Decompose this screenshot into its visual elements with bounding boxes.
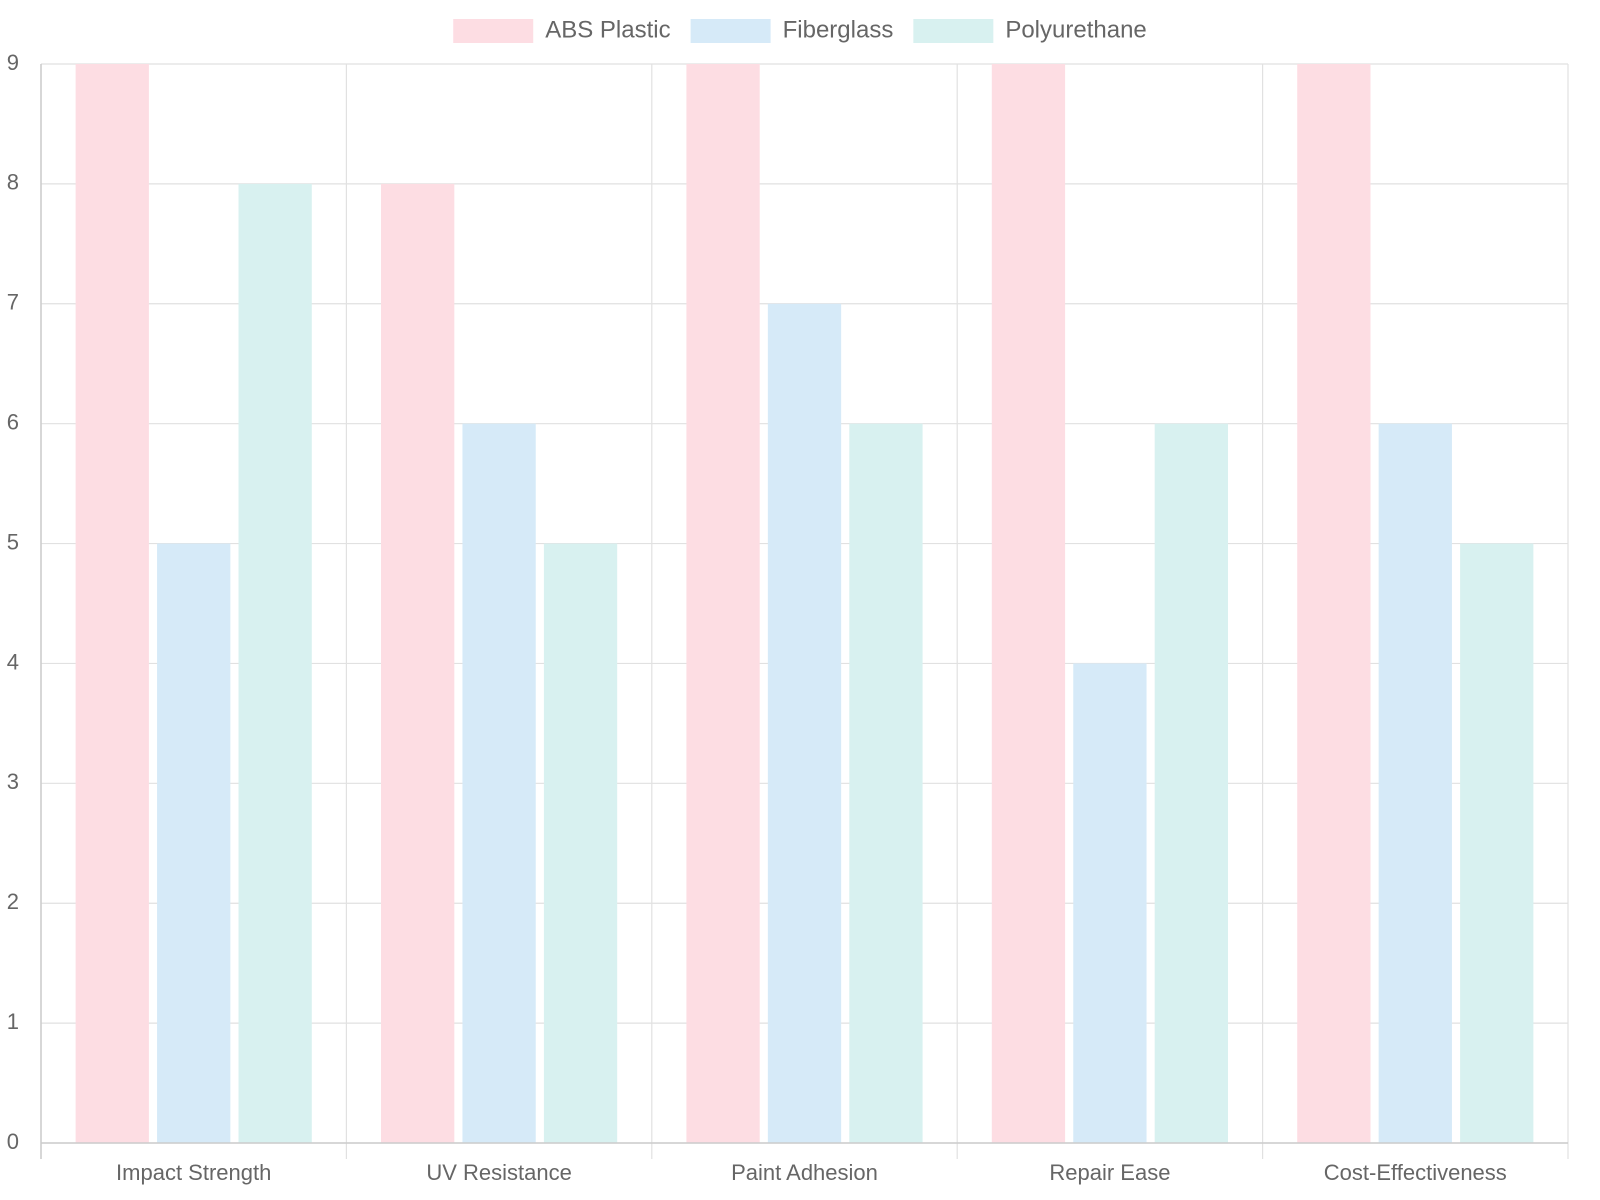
bar-fiberglass-repair-ease: [1073, 663, 1147, 1143]
bar-abs-plastic-cost-effectiveness: [1297, 64, 1371, 1143]
bar-fiberglass-paint-adhesion: [767, 303, 842, 1143]
legend-swatch: [453, 19, 534, 43]
bar-abs-plastic-paint-adhesion: [686, 64, 760, 1143]
bars: [75, 64, 1534, 1144]
y-tick-label: 0: [7, 1129, 19, 1154]
y-tick-label: 3: [7, 769, 19, 794]
legend-item-abs-plastic[interactable]: ABS Plastic: [453, 16, 671, 43]
legend-item-fiberglass[interactable]: Fiberglass: [690, 16, 894, 43]
legend-label: ABS Plastic: [545, 16, 670, 43]
bar-abs-plastic-repair-ease: [991, 64, 1066, 1143]
bar-fiberglass-cost-effectiveness: [1378, 423, 1452, 1144]
legend-label: Polyurethane: [1005, 16, 1146, 43]
legend-swatch: [913, 19, 994, 43]
y-tick-label: 6: [7, 409, 19, 434]
y-tick-label: 8: [7, 170, 19, 195]
y-tick-label: 1: [7, 1009, 19, 1034]
y-tick-label: 7: [7, 290, 19, 315]
legend-label: Fiberglass: [783, 16, 894, 43]
x-tick-label: UV Resistance: [426, 1160, 572, 1185]
legend-swatch: [690, 19, 771, 43]
x-tick-label: Cost-Effectiveness: [1324, 1160, 1507, 1185]
bar-fiberglass-uv-resistance: [462, 423, 536, 1144]
bar-polyurethane-cost-effectiveness: [1460, 543, 1534, 1143]
x-tick-label: Paint Adhesion: [731, 1160, 878, 1185]
bar-polyurethane-uv-resistance: [543, 543, 618, 1143]
bar-abs-plastic-uv-resistance: [381, 183, 455, 1143]
y-tick-label: 2: [7, 889, 19, 914]
bar-abs-plastic-impact-strength: [75, 64, 149, 1143]
x-tick-label: Impact Strength: [116, 1160, 271, 1185]
y-tick-label: 5: [7, 529, 19, 554]
y-tick-label: 9: [7, 50, 19, 75]
bar-polyurethane-impact-strength: [238, 183, 312, 1143]
legend: ABS Plastic Fiberglass Polyurethane: [453, 16, 1147, 43]
y-tick-label: 4: [7, 649, 19, 674]
axes: 0 1 2 3 4 5 6 7 8 9 Impact Strength UV Resistance Pa…: [7, 50, 1568, 1185]
bar-polyurethane-repair-ease: [1154, 423, 1228, 1144]
legend-item-polyurethane[interactable]: Polyurethane: [913, 16, 1147, 43]
x-tick-label: Repair Ease: [1049, 1160, 1170, 1185]
bar-polyurethane-paint-adhesion: [849, 423, 923, 1144]
bar-fiberglass-impact-strength: [157, 543, 231, 1143]
